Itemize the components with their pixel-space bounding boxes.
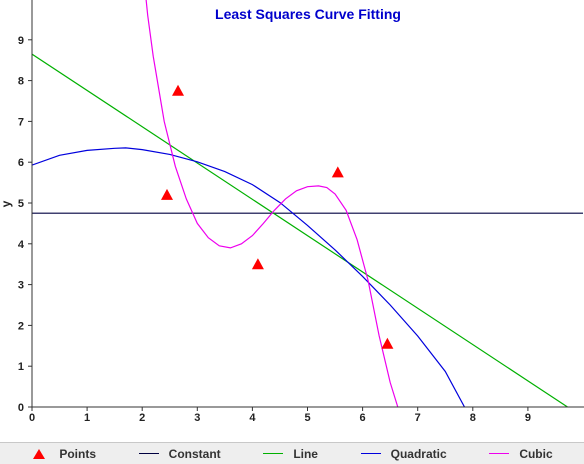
y-tick-label: 3 — [18, 280, 24, 292]
legend-label-points: Points — [59, 446, 96, 461]
x-tick-label: 7 — [415, 412, 421, 424]
fit-curve-quadratic — [32, 147, 466, 407]
legend-item-cubic: Cubic — [489, 446, 553, 461]
legend-item-line: Line — [263, 447, 318, 461]
y-tick-label: 4 — [18, 239, 25, 251]
legend-item-constant: Constant — [138, 446, 221, 461]
x-tick-label: 1 — [84, 412, 90, 424]
x-tick-label: 5 — [304, 412, 310, 424]
y-tick-label: 2 — [18, 320, 24, 332]
fit-curve-cubic — [145, 0, 399, 407]
quadratic-line-swatch — [360, 453, 381, 454]
legend: Points Constant Line Quadratic Cubic — [0, 442, 584, 464]
legend-label-line: Line — [293, 446, 318, 461]
legend-item-points: Points — [25, 447, 96, 461]
y-tick-label: 9 — [18, 35, 24, 47]
line-fit-swatch — [263, 453, 284, 454]
constant-line-swatch — [138, 453, 159, 454]
legend-item-quadratic: Quadratic — [360, 446, 447, 461]
legend-label-constant: Constant — [168, 446, 221, 461]
x-tick-label: 2 — [139, 412, 145, 424]
x-tick-label: 9 — [525, 412, 531, 424]
data-point-triangle — [331, 166, 344, 178]
y-tick-label: 0 — [18, 402, 24, 414]
x-tick-label: 3 — [194, 412, 200, 424]
legend-label-quadratic: Quadratic — [390, 446, 447, 461]
y-tick-label: 8 — [18, 76, 24, 88]
data-point-triangle — [251, 258, 264, 270]
data-point-triangle — [172, 84, 185, 96]
y-tick-label: 6 — [18, 157, 24, 169]
y-tick-label: 1 — [18, 361, 24, 373]
data-point-triangle — [160, 188, 173, 200]
plot-content — [32, 0, 583, 407]
plot-background — [0, 0, 584, 442]
triangle-marker-icon — [33, 448, 46, 459]
cubic-line-swatch — [489, 453, 510, 454]
chart-svg: 0 1 2 3 4 5 6 7 8 9 0 1 2 3 4 5 6 7 8 9 Least Squares Curve… — [0, 0, 584, 442]
x-tick-label: 8 — [470, 412, 476, 424]
data-point-triangle — [381, 337, 394, 349]
tick-labels: 0 1 2 3 4 5 6 7 8 9 0 1 2 3 4 5 6 7 8 9 — [18, 35, 531, 424]
y-axis-label: y — [0, 200, 13, 207]
x-tick-label: 0 — [29, 412, 35, 424]
legend-label-cubic: Cubic — [519, 446, 553, 461]
y-tick-label: 5 — [18, 198, 24, 210]
x-tick-label: 6 — [360, 412, 366, 424]
chart-title: Least Squares Curve Fitting — [215, 6, 401, 22]
y-tick-label: 7 — [18, 116, 24, 128]
fit-curve-line — [32, 53, 569, 407]
x-tick-label: 4 — [249, 412, 256, 424]
